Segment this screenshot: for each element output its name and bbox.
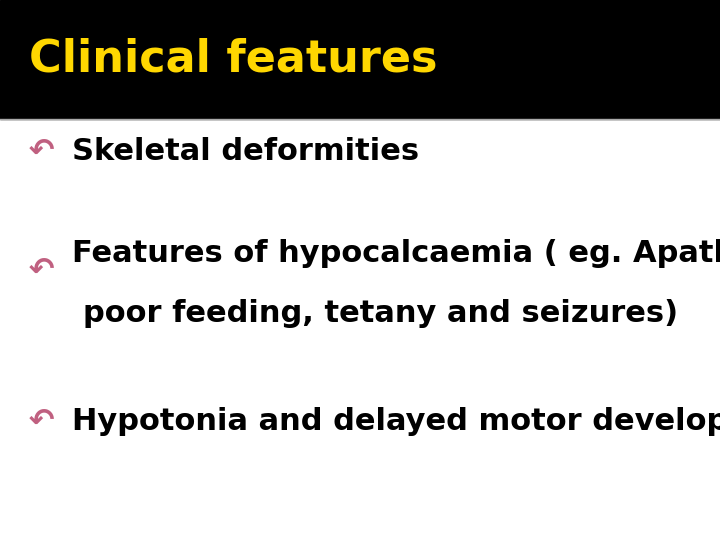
Text: Hypotonia and delayed motor development: Hypotonia and delayed motor development (72, 407, 720, 436)
Text: ↶: ↶ (29, 407, 54, 436)
FancyBboxPatch shape (0, 0, 720, 119)
Text: Features of hypocalcaemia ( eg. Apathatic,: Features of hypocalcaemia ( eg. Apathati… (72, 239, 720, 268)
Text: Skeletal deformities: Skeletal deformities (72, 137, 419, 166)
Text: ↶: ↶ (29, 255, 54, 285)
Text: poor feeding, tetany and seizures): poor feeding, tetany and seizures) (83, 299, 678, 328)
Text: Clinical features: Clinical features (29, 38, 437, 81)
Text: ↶: ↶ (29, 137, 54, 166)
